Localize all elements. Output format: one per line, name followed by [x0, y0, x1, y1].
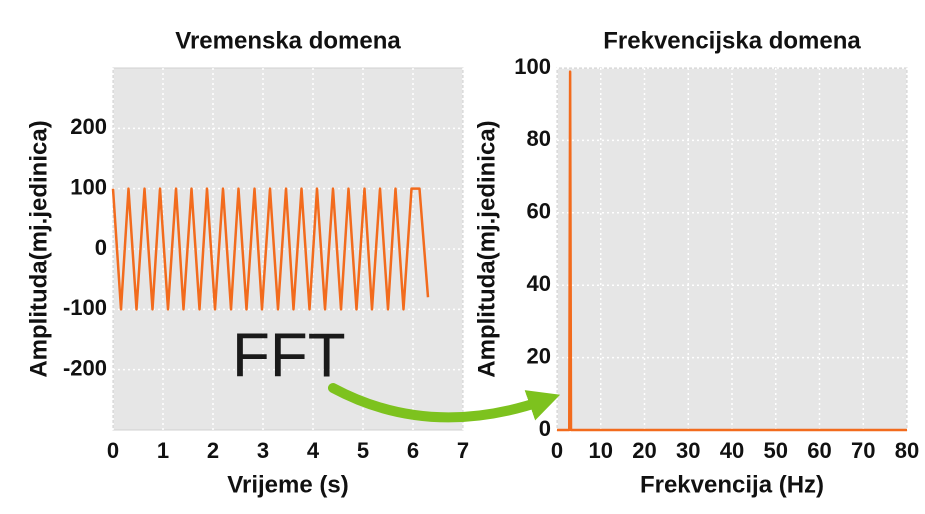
x-tick-label: 60: [807, 438, 831, 463]
y-tick-label: 100: [70, 174, 107, 199]
y-axis-label: Amplituda(mj.jedinica): [25, 120, 52, 377]
x-tick-label: 30: [676, 438, 700, 463]
x-tick-label: 20: [632, 438, 656, 463]
arrow: [328, 383, 561, 423]
y-tick-label: 40: [527, 271, 551, 296]
y-tick-label: 0: [539, 416, 551, 441]
y-tick-label: 60: [527, 199, 551, 224]
y-tick-label: 20: [527, 343, 551, 368]
chart-title: Vremenska domena: [175, 27, 401, 54]
y-axis-label: Amplituda(mj.jedinica): [473, 120, 500, 377]
line: [111, 187, 430, 311]
y-tick-label: -200: [63, 355, 107, 380]
x-tick-label: 3: [257, 438, 269, 463]
x-tick-label: 0: [551, 438, 563, 463]
chart-title: Frekvencijska domena: [603, 27, 861, 54]
x-axis-label: Frekvencija (Hz): [640, 471, 824, 498]
y-tick-label: 80: [527, 126, 551, 151]
x-tick-label: 2: [207, 438, 219, 463]
x-tick-label: 50: [764, 438, 788, 463]
y-tick-label: 0: [95, 235, 107, 260]
y-tick-label: 100: [514, 54, 551, 79]
x-tick-label: 10: [589, 438, 613, 463]
y-tick-label: 200: [70, 114, 107, 139]
x-tick-label: 1: [157, 438, 169, 463]
x-tick-label: 5: [357, 438, 369, 463]
y-tick-label: -100: [63, 295, 107, 320]
x-tick-label: 6: [407, 438, 419, 463]
x-tick-label: 7: [457, 438, 469, 463]
line: [557, 70, 907, 432]
x-tick-label: 70: [851, 438, 875, 463]
x-tick-label: 40: [720, 438, 744, 463]
x-axis-label: Vrijeme (s): [227, 471, 348, 498]
fft-label: FFT: [232, 321, 346, 390]
x-tick-label: 80: [895, 438, 919, 463]
x-tick-label: 0: [107, 438, 119, 463]
x-tick-label: 4: [307, 438, 320, 463]
